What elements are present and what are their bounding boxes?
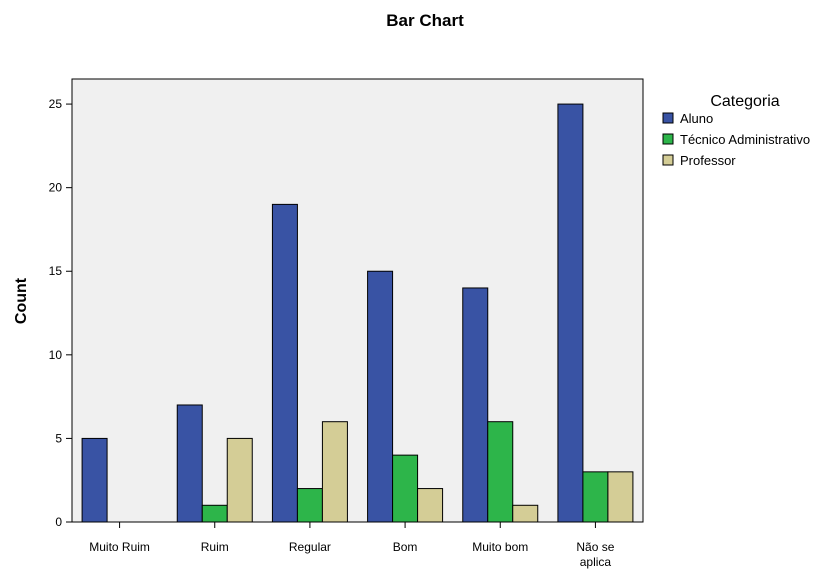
y-tick-label: 15 bbox=[49, 264, 63, 278]
legend-swatch bbox=[663, 113, 673, 123]
x-axis: Muito Ruim Ruim Regular Bom Muito bom Não sea… bbox=[89, 522, 615, 569]
y-tick-label: 0 bbox=[55, 515, 62, 529]
bar-aluno-0 bbox=[82, 438, 107, 522]
legend-title: Categoria bbox=[710, 93, 779, 110]
legend: Categoria Aluno Técnico Administrativo Pro… bbox=[663, 93, 810, 168]
x-tick-label: Bom bbox=[393, 540, 418, 554]
legend-label: Aluno bbox=[680, 111, 713, 126]
bar-professor-1 bbox=[227, 438, 252, 522]
legend-swatch bbox=[663, 134, 673, 144]
bar-professor-5 bbox=[608, 472, 633, 522]
y-axis-label: Count bbox=[13, 277, 30, 324]
bar-t-cnico-administrativo-1 bbox=[202, 505, 227, 522]
bar-aluno-1 bbox=[177, 405, 202, 522]
bar-t-cnico-administrativo-4 bbox=[488, 422, 513, 522]
bar-professor-3 bbox=[418, 489, 443, 522]
x-tick-label: Ruim bbox=[201, 540, 229, 554]
x-tick-label: aplica bbox=[580, 555, 612, 569]
bar-professor-2 bbox=[322, 422, 347, 522]
bar-aluno-3 bbox=[368, 271, 393, 522]
x-tick-label: Muito bom bbox=[472, 540, 528, 554]
bar-aluno-4 bbox=[463, 288, 488, 522]
bar-t-cnico-administrativo-3 bbox=[393, 455, 418, 522]
bar-t-cnico-administrativo-2 bbox=[297, 489, 322, 522]
y-tick-label: 10 bbox=[49, 348, 63, 362]
y-tick-label: 5 bbox=[55, 431, 62, 445]
chart-title: Bar Chart bbox=[386, 11, 464, 30]
y-tick-label: 20 bbox=[49, 181, 63, 195]
bar-aluno-5 bbox=[558, 104, 583, 522]
bar-t-cnico-administrativo-5 bbox=[583, 472, 608, 522]
bar-aluno-2 bbox=[272, 204, 297, 522]
x-tick-label: Muito Ruim bbox=[89, 540, 150, 554]
legend-label: Professor bbox=[680, 153, 736, 168]
legend-label: Técnico Administrativo bbox=[680, 132, 810, 147]
bar-professor-4 bbox=[513, 505, 538, 522]
x-tick-label: Regular bbox=[289, 540, 331, 554]
plot-area bbox=[72, 79, 643, 522]
y-axis: 0 5 10 15 20 25 bbox=[49, 97, 72, 529]
legend-swatch bbox=[663, 155, 673, 165]
x-tick-label: Não se bbox=[576, 540, 614, 554]
y-tick-label: 25 bbox=[49, 97, 63, 111]
